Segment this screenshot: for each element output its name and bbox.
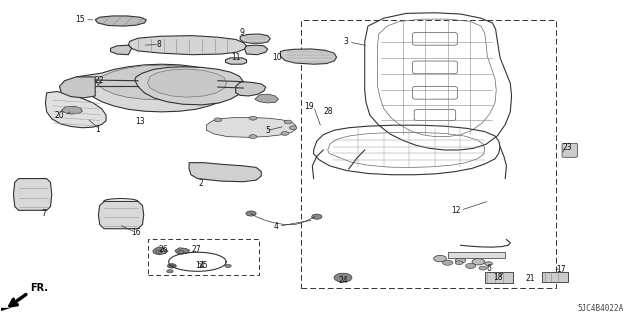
Circle shape xyxy=(284,120,292,124)
Bar xyxy=(484,271,513,283)
Bar xyxy=(301,20,556,288)
Text: 14: 14 xyxy=(195,261,205,271)
Text: 22: 22 xyxy=(95,76,104,85)
Text: 10: 10 xyxy=(272,53,282,62)
Polygon shape xyxy=(129,36,246,55)
Text: 21: 21 xyxy=(526,274,536,283)
Polygon shape xyxy=(280,49,337,64)
Text: 27: 27 xyxy=(191,245,200,254)
Bar xyxy=(148,239,259,275)
Polygon shape xyxy=(95,65,218,100)
Circle shape xyxy=(281,131,289,135)
Polygon shape xyxy=(148,69,227,97)
Circle shape xyxy=(456,258,466,263)
Text: 5: 5 xyxy=(266,126,271,135)
Text: 24: 24 xyxy=(338,276,348,285)
Polygon shape xyxy=(175,248,189,254)
Circle shape xyxy=(472,259,484,265)
Text: 9: 9 xyxy=(239,28,244,37)
Polygon shape xyxy=(206,118,296,137)
Circle shape xyxy=(456,261,463,265)
Circle shape xyxy=(156,250,163,253)
Bar xyxy=(542,271,568,282)
Polygon shape xyxy=(244,45,268,55)
Polygon shape xyxy=(255,94,278,103)
Polygon shape xyxy=(111,45,132,55)
Polygon shape xyxy=(76,64,232,112)
Text: 17: 17 xyxy=(557,264,566,274)
Text: 13: 13 xyxy=(135,117,145,126)
Polygon shape xyxy=(236,82,266,96)
Text: 1: 1 xyxy=(95,125,100,134)
Circle shape xyxy=(214,118,221,122)
Circle shape xyxy=(289,126,297,130)
Text: 18: 18 xyxy=(493,273,502,282)
Circle shape xyxy=(177,251,184,254)
Circle shape xyxy=(225,264,231,268)
Polygon shape xyxy=(240,34,270,43)
Polygon shape xyxy=(95,16,147,26)
Text: 28: 28 xyxy=(323,108,333,116)
Circle shape xyxy=(249,116,257,120)
Polygon shape xyxy=(225,58,246,64)
Text: 4: 4 xyxy=(274,222,278,231)
Polygon shape xyxy=(45,92,106,128)
Text: 12: 12 xyxy=(451,206,461,215)
Polygon shape xyxy=(135,67,243,105)
Text: 23: 23 xyxy=(563,143,572,152)
Text: 15: 15 xyxy=(76,15,85,24)
Circle shape xyxy=(312,214,322,219)
Text: 5JC4B4022A: 5JC4B4022A xyxy=(577,304,623,313)
Polygon shape xyxy=(13,179,52,210)
Text: 26: 26 xyxy=(158,245,168,254)
Text: 6: 6 xyxy=(486,263,491,273)
Polygon shape xyxy=(99,201,144,229)
Circle shape xyxy=(167,270,173,273)
Polygon shape xyxy=(0,308,11,314)
Text: 2: 2 xyxy=(198,179,204,188)
Polygon shape xyxy=(153,247,168,255)
Circle shape xyxy=(246,211,256,216)
Polygon shape xyxy=(189,163,261,182)
Text: 20: 20 xyxy=(55,111,65,120)
Circle shape xyxy=(168,264,176,268)
Polygon shape xyxy=(60,77,95,98)
Text: 25: 25 xyxy=(199,261,209,271)
Circle shape xyxy=(434,256,447,262)
FancyBboxPatch shape xyxy=(562,143,577,157)
Text: 16: 16 xyxy=(131,228,141,237)
Bar xyxy=(448,252,505,258)
Circle shape xyxy=(443,260,453,265)
Circle shape xyxy=(334,273,352,282)
Text: 8: 8 xyxy=(157,40,161,49)
Text: 7: 7 xyxy=(42,209,47,218)
Text: FR.: FR. xyxy=(30,283,48,293)
Text: 3: 3 xyxy=(344,38,349,47)
Text: 11: 11 xyxy=(231,53,241,62)
Text: 19: 19 xyxy=(304,102,314,111)
Circle shape xyxy=(479,266,486,270)
Polygon shape xyxy=(61,106,83,114)
Circle shape xyxy=(249,135,257,138)
Circle shape xyxy=(484,262,492,266)
Circle shape xyxy=(466,263,476,269)
